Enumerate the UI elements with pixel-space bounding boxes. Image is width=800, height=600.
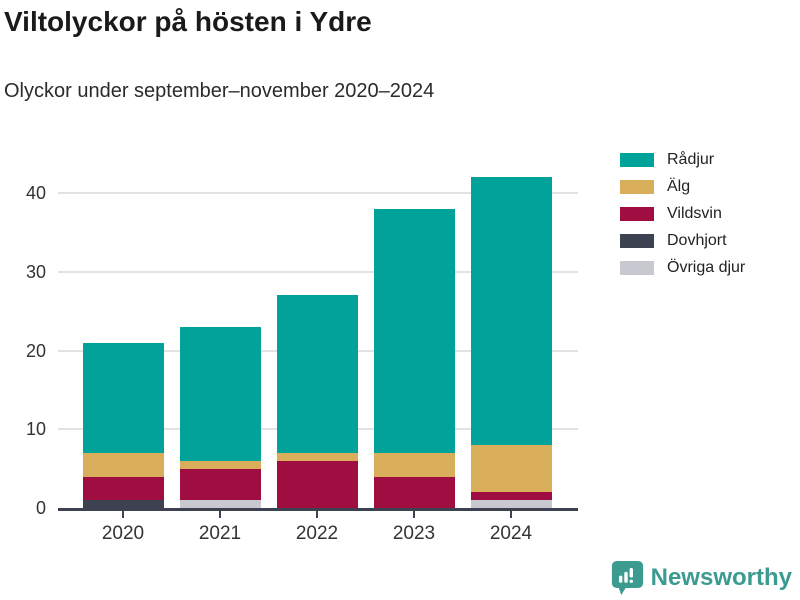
legend-item: Vildsvin [620,200,745,227]
x-tick-label: 2024 [489,523,533,544]
bar-segment [82,342,164,453]
y-tick-label: 0 [35,498,46,518]
legend-label: Övriga djur [667,258,746,276]
bar-column [179,150,261,508]
x-axis-tick [122,511,124,518]
bar-segment [276,295,358,453]
bar-segment [179,460,261,469]
bar-column [373,150,455,508]
x-axis-tick [219,511,221,518]
legend-item: Rådjur [620,146,745,173]
legend-label: Älg [667,177,691,195]
x-axis-tick [316,511,318,518]
x-axis: 2020 2021 2022 2023 2024 [58,511,578,561]
legend-swatch [620,233,654,248]
plot-area [58,150,578,511]
x-axis-tick [413,511,415,518]
bar-segment [82,452,164,477]
legend-swatch [620,179,654,194]
bar-segment [82,476,164,501]
bar-segment [373,476,455,508]
newsworthy-logo-icon [611,560,643,596]
legend-swatch [620,260,654,275]
legend-label: Dovhjort [667,231,727,249]
x-tick-label: 2020 [101,523,145,544]
bar-segment [179,326,261,461]
legend-label: Rådjur [667,150,715,168]
y-tick-label: 20 [25,340,46,361]
bar-segment [179,500,261,508]
legend-item: Övriga djur [620,254,745,281]
gridline [58,192,578,194]
bar-segment [179,468,261,501]
bar-segment [276,452,358,461]
legend: Rådjur Älg Vildsvin Dovhjort Övriga djur [620,146,745,281]
y-tick-label: 40 [25,183,46,203]
bar-segment [276,460,358,508]
bar-segment [470,500,552,508]
legend-swatch [620,152,654,167]
bar-segment [470,492,552,501]
legend-item: Dovhjort [620,227,745,254]
bar-segment [373,452,455,477]
bar-segment [470,177,552,445]
bar-segment [373,208,455,453]
x-axis-tick [510,511,512,518]
x-tick-label: 2021 [198,523,242,544]
bar-segment [82,500,164,508]
y-tick-label: 10 [25,419,46,440]
brand-name: Newsworthy [650,564,792,591]
x-tick-label: 2023 [392,523,436,544]
legend-label: Vildsvin [667,204,722,222]
bar-segment [470,445,552,493]
legend-item: Älg [620,173,745,200]
bar-column [470,150,552,508]
brand-footer: Newsworthy [611,560,792,596]
x-tick-label: 2022 [295,523,339,544]
chart-title: Viltolyckor på hösten i Ydre [4,6,372,37]
chart-subtitle: Olyckor under september–november 2020–20… [4,80,435,102]
bar-column [82,150,164,508]
gridline [58,270,578,273]
y-tick-label: 30 [25,261,46,282]
y-axis: 0 10 20 30 40 [0,150,46,518]
bar-column [276,150,358,508]
legend-swatch [620,206,654,221]
